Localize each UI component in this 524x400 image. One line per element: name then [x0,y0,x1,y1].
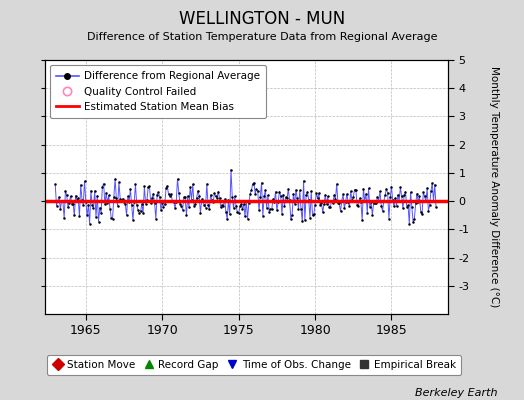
Y-axis label: Monthly Temperature Anomaly Difference (°C): Monthly Temperature Anomaly Difference (… [489,66,499,308]
Legend: Station Move, Record Gap, Time of Obs. Change, Empirical Break: Station Move, Record Gap, Time of Obs. C… [47,355,461,375]
Text: Berkeley Earth: Berkeley Earth [416,388,498,398]
Text: Difference of Station Temperature Data from Regional Average: Difference of Station Temperature Data f… [87,32,437,42]
Legend: Difference from Regional Average, Quality Control Failed, Estimated Station Mean: Difference from Regional Average, Qualit… [50,65,266,118]
Text: WELLINGTON - MUN: WELLINGTON - MUN [179,10,345,28]
